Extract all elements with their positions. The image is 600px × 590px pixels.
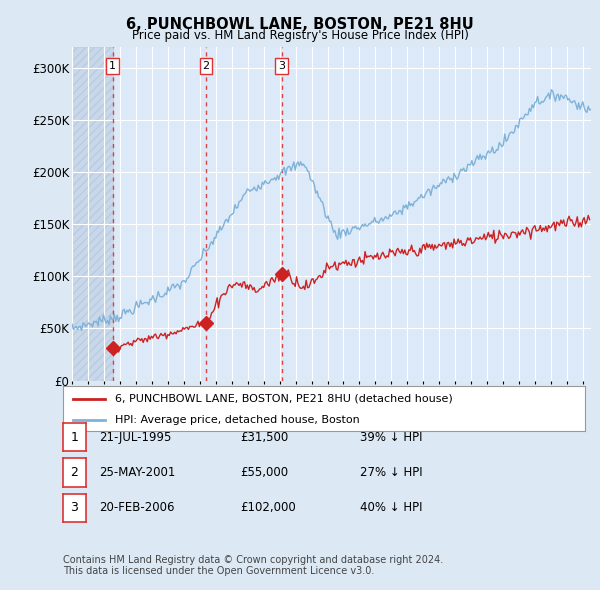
Text: £55,000: £55,000	[240, 466, 288, 479]
Text: Price paid vs. HM Land Registry's House Price Index (HPI): Price paid vs. HM Land Registry's House …	[131, 30, 469, 42]
Text: 21-JUL-1995: 21-JUL-1995	[99, 431, 172, 444]
Text: 40% ↓ HPI: 40% ↓ HPI	[360, 502, 422, 514]
Text: 6, PUNCHBOWL LANE, BOSTON, PE21 8HU (detached house): 6, PUNCHBOWL LANE, BOSTON, PE21 8HU (det…	[115, 394, 453, 404]
Text: 1: 1	[70, 431, 79, 444]
Text: 27% ↓ HPI: 27% ↓ HPI	[360, 466, 422, 479]
Text: 1: 1	[109, 61, 116, 71]
Text: 2: 2	[203, 61, 210, 71]
Text: 3: 3	[70, 502, 79, 514]
Text: 6, PUNCHBOWL LANE, BOSTON, PE21 8HU: 6, PUNCHBOWL LANE, BOSTON, PE21 8HU	[126, 17, 474, 31]
Text: £31,500: £31,500	[240, 431, 288, 444]
Text: 39% ↓ HPI: 39% ↓ HPI	[360, 431, 422, 444]
Text: 3: 3	[278, 61, 285, 71]
Text: 2: 2	[70, 466, 79, 479]
Text: 25-MAY-2001: 25-MAY-2001	[99, 466, 175, 479]
Text: £102,000: £102,000	[240, 502, 296, 514]
Text: 20-FEB-2006: 20-FEB-2006	[99, 502, 175, 514]
Bar	[72, 47, 113, 381]
Text: Contains HM Land Registry data © Crown copyright and database right 2024.: Contains HM Land Registry data © Crown c…	[63, 555, 443, 565]
Text: HPI: Average price, detached house, Boston: HPI: Average price, detached house, Bost…	[115, 415, 360, 425]
Text: This data is licensed under the Open Government Licence v3.0.: This data is licensed under the Open Gov…	[63, 566, 374, 576]
